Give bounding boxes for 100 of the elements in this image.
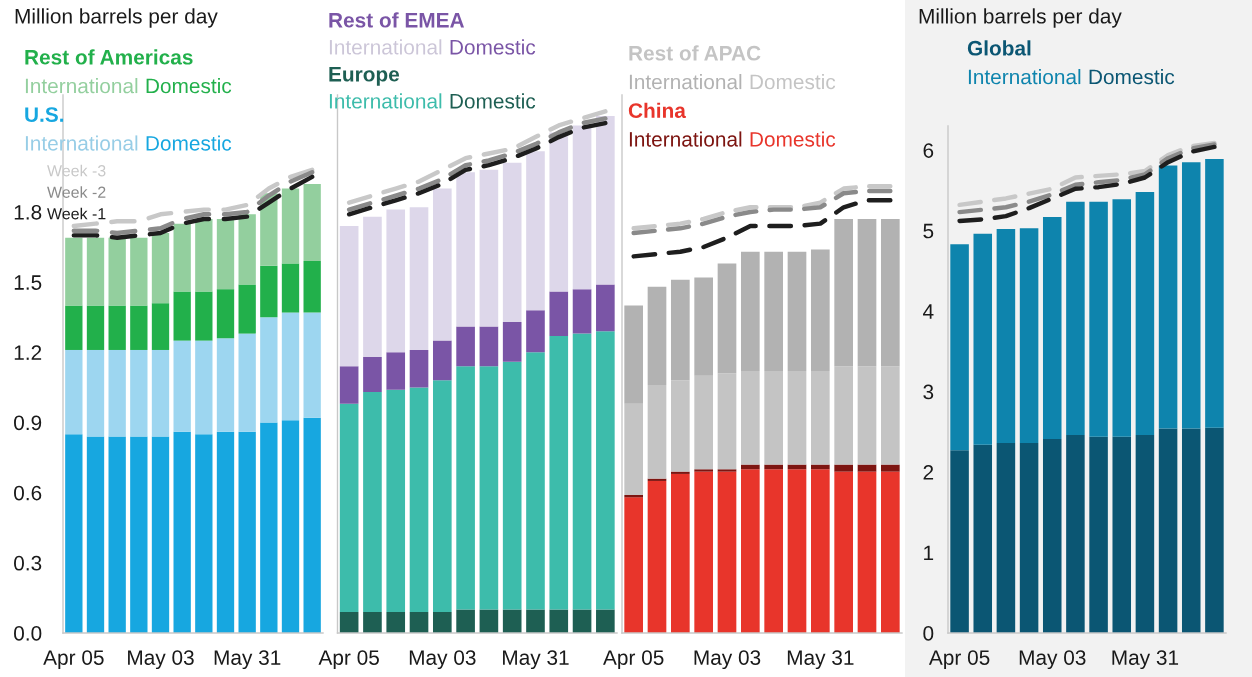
bar (694, 471, 713, 633)
bar (671, 380, 690, 472)
bar (1112, 199, 1132, 437)
text: Domestic (450, 93, 536, 109)
bar (479, 609, 499, 633)
bar (195, 291, 213, 341)
bar (303, 261, 321, 313)
bar (195, 434, 213, 633)
bar (502, 609, 522, 633)
bar (1181, 428, 1201, 633)
bar (86, 237, 105, 306)
text: Domestic (146, 135, 232, 151)
bar (881, 218, 900, 367)
bar (549, 291, 569, 336)
bar (409, 207, 429, 350)
bar (363, 392, 382, 612)
bar (671, 279, 690, 381)
bar (386, 209, 406, 353)
bar (386, 352, 406, 390)
bar (151, 436, 170, 633)
bar (1112, 436, 1132, 633)
bar (881, 366, 900, 465)
text: International (968, 68, 1081, 85)
text: International (629, 73, 742, 90)
bar (764, 251, 783, 372)
y-tick-label: 1 (924, 545, 934, 561)
bar (881, 471, 900, 633)
bar (996, 443, 1016, 633)
x-tick-label: May 31 (787, 650, 854, 670)
bar (363, 356, 382, 393)
y-tick-label: 0.0 (14, 626, 42, 641)
bar (479, 366, 499, 610)
text: Europe (329, 67, 400, 86)
bar (238, 431, 256, 633)
bar (857, 464, 877, 472)
bar (65, 434, 83, 633)
bar (303, 312, 321, 418)
text: Domestic (146, 77, 232, 94)
bar (857, 218, 877, 367)
series-label: Week -1 (47, 207, 106, 220)
text: Domestic (750, 73, 836, 90)
y-tick-label: 4 (923, 304, 934, 319)
bar (973, 233, 993, 445)
text: International (25, 77, 138, 94)
bar (281, 420, 300, 633)
bar (65, 305, 83, 350)
bar (694, 375, 713, 470)
bar (108, 349, 126, 437)
x-tick-label: May 03 (694, 650, 761, 670)
bar (1158, 165, 1178, 429)
bar (881, 464, 900, 472)
bar (647, 385, 667, 479)
bar (1042, 439, 1062, 633)
bar (339, 366, 359, 404)
bar (1089, 201, 1108, 437)
bar (811, 249, 830, 372)
bar (549, 609, 569, 633)
x-tick-label: May 31 (214, 650, 281, 670)
bar (86, 349, 105, 437)
y-tick-label: 5 (923, 223, 934, 239)
bar (572, 609, 592, 633)
bar (717, 263, 737, 374)
text: Domestic (450, 39, 536, 55)
bar (216, 289, 235, 339)
bar (409, 387, 429, 612)
bar (596, 331, 615, 610)
x-tick-label: May 31 (503, 650, 569, 670)
bar (502, 361, 522, 610)
bar (787, 251, 807, 372)
bar (303, 183, 321, 262)
x-tick-label: Apr 05 (43, 650, 104, 670)
bar (456, 609, 475, 633)
text: Domestic (1089, 68, 1175, 85)
bar (857, 471, 877, 633)
bar (433, 611, 452, 633)
bar (624, 305, 643, 404)
bar (1135, 435, 1155, 633)
x-tick-label: May 03 (1019, 650, 1086, 670)
bar (596, 284, 615, 332)
bar (303, 417, 321, 633)
bar (433, 380, 452, 612)
text: Rest of APAC (629, 45, 761, 61)
bar (1135, 191, 1155, 436)
bar (456, 366, 475, 610)
bar (1019, 443, 1039, 633)
text: International (25, 135, 138, 151)
bar (386, 389, 406, 612)
bar (216, 218, 235, 290)
bar (238, 333, 256, 432)
text: Rest of Americas (25, 49, 193, 65)
y-tick-label: 6 (923, 143, 934, 158)
bar (433, 188, 452, 341)
bar (281, 263, 300, 313)
text: Global (967, 40, 1031, 56)
bar (857, 366, 877, 465)
bar (1205, 159, 1224, 428)
bar (834, 218, 853, 367)
bar (526, 609, 545, 633)
bar (195, 218, 213, 292)
text: Week -2 (47, 186, 106, 198)
